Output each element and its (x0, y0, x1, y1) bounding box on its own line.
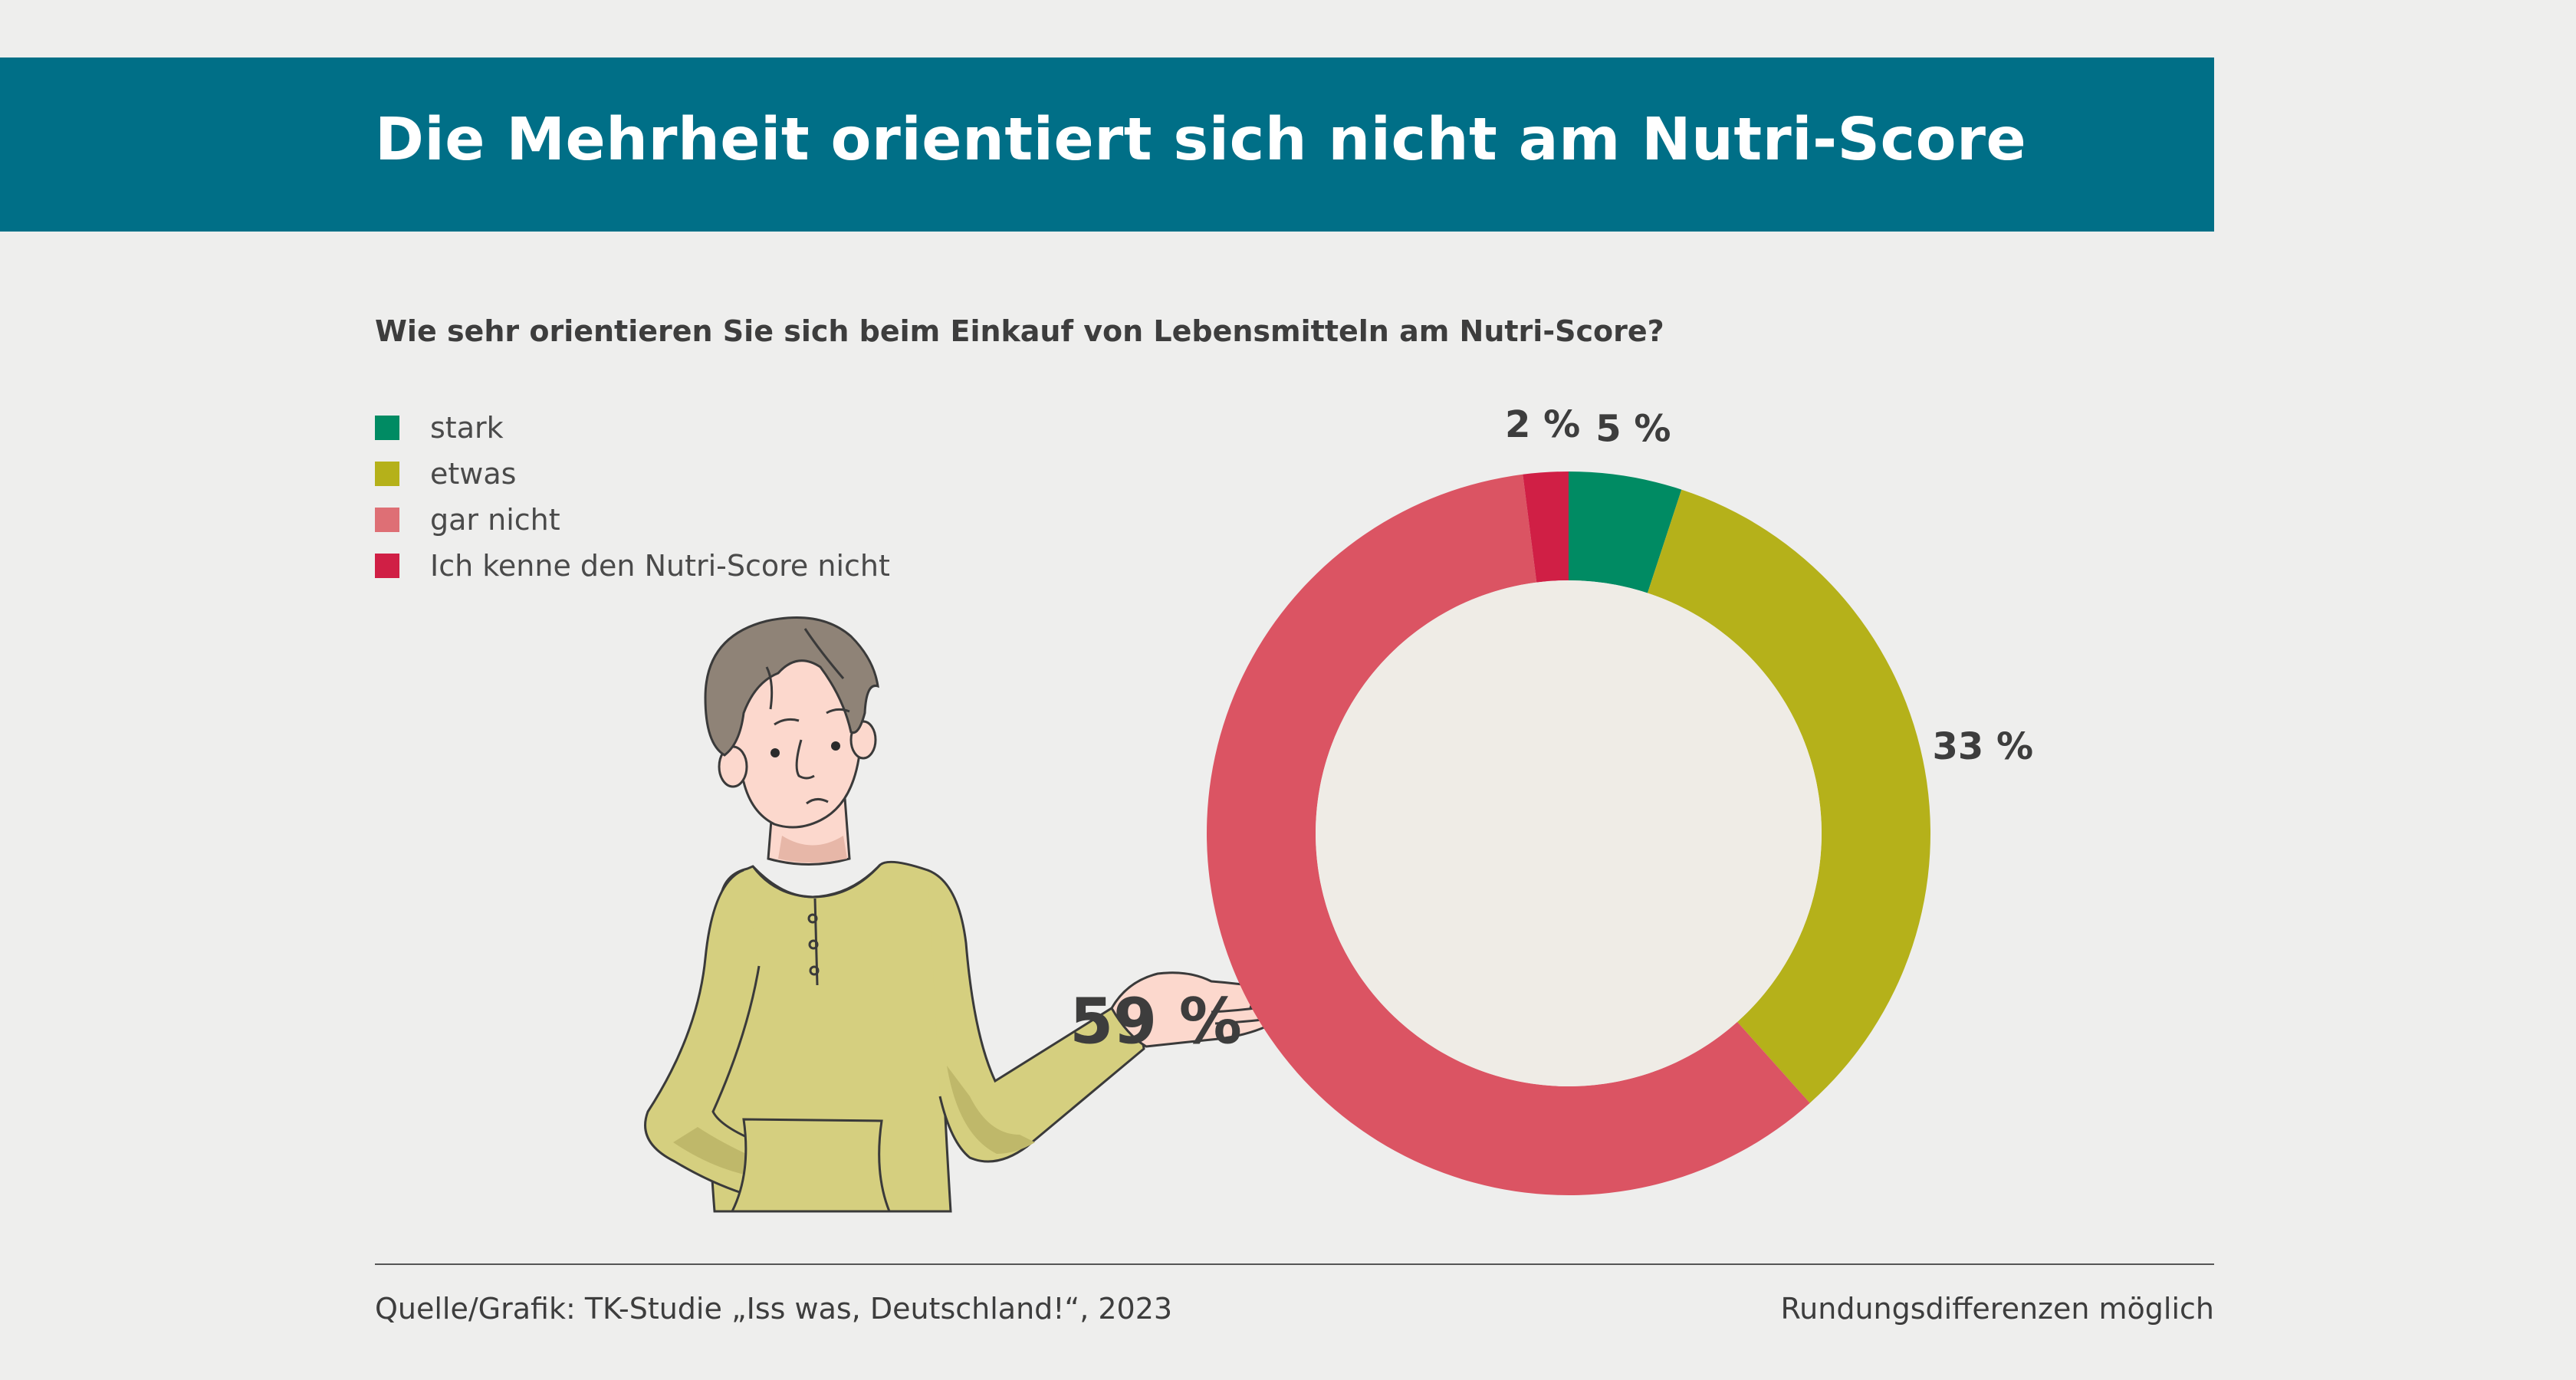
donut-slice-gar-nicht (1207, 474, 1810, 1195)
legend-label: etwas (430, 457, 517, 491)
legend-label: gar nicht (430, 503, 560, 537)
donut-center (1316, 580, 1822, 1086)
legend-item-stark: stark (375, 405, 890, 451)
donut-chart: 5 % 33 % 59 % 2 % (1070, 403, 2033, 1195)
donut-slice-etwas (1647, 489, 1930, 1103)
slice-label: 5 % (1595, 408, 1671, 451)
slice-label: 2 % (1505, 403, 1580, 446)
source-note: Quelle/Grafik: TK-Studie „Iss was, Deuts… (375, 1292, 1173, 1326)
chart-question: Wie sehr orientieren Sie sich beim Einka… (375, 314, 1664, 348)
slice-label: 33 % (1932, 725, 2033, 768)
chart-legend: stark etwas gar nicht Ich kenne den Nutr… (375, 405, 890, 589)
header-banner: Die Mehrheit orientiert sich nicht am Nu… (0, 58, 2214, 232)
legend-item-gar-nicht: gar nicht (375, 497, 890, 543)
legend-swatch (375, 554, 399, 578)
person-illustration (644, 616, 1288, 1213)
footer-divider (375, 1263, 2214, 1265)
legend-swatch (375, 462, 399, 486)
donut-slice-ich-kenne-den-nutri-score-nicht (1523, 472, 1569, 583)
legend-swatch (375, 508, 399, 532)
donut-slices (1207, 472, 1930, 1195)
slice-label: 59 % (1070, 985, 1242, 1058)
legend-item-unbekannt: Ich kenne den Nutri-Score nicht (375, 543, 890, 589)
donut-slice-stark (1569, 472, 1682, 593)
legend-item-etwas: etwas (375, 451, 890, 497)
page-title: Die Mehrheit orientiert sich nicht am Nu… (375, 106, 2027, 174)
slice-labels: 5 % 33 % 59 % 2 % (1070, 403, 2033, 1058)
legend-label: stark (430, 411, 504, 445)
legend-label: Ich kenne den Nutri-Score nicht (430, 549, 890, 583)
rounding-note: Rundungsdifferenzen möglich (1780, 1292, 2214, 1326)
legend-swatch (375, 416, 399, 440)
